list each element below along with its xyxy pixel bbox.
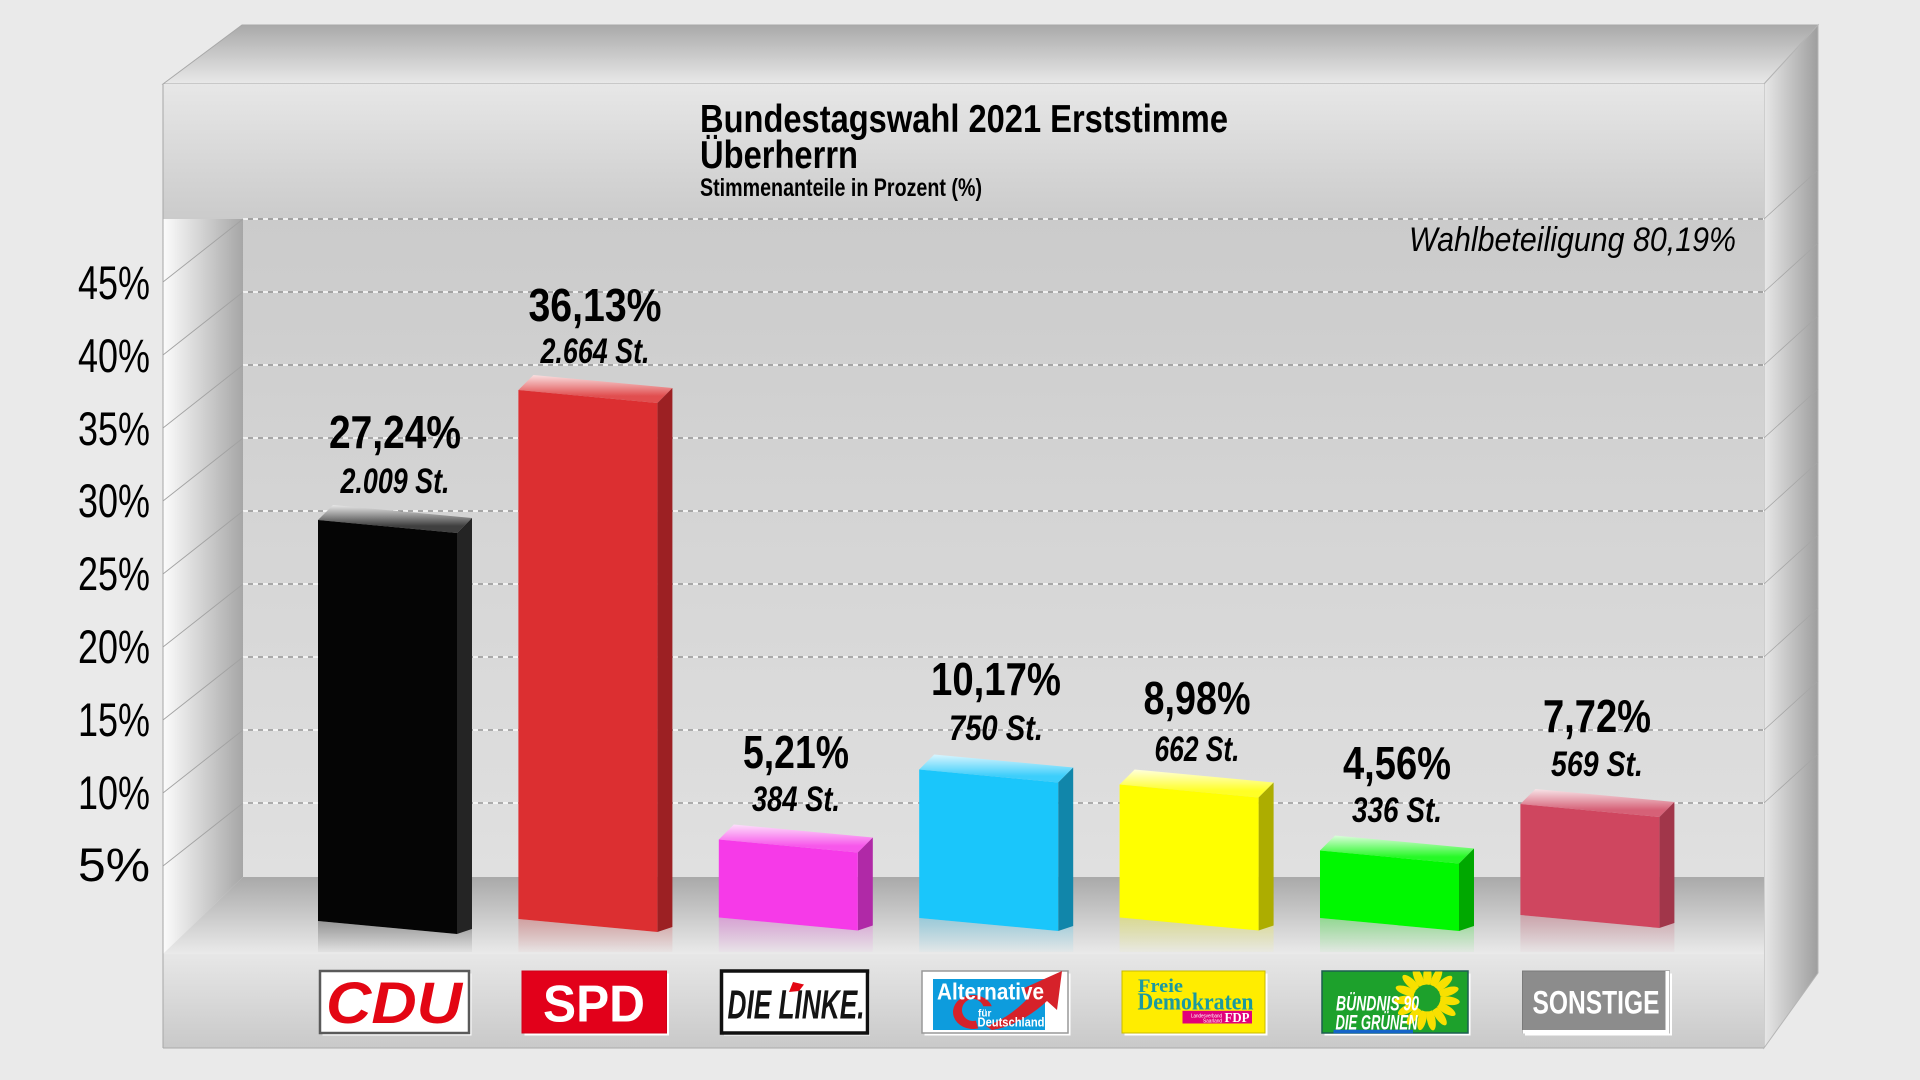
svg-text:2.664 St.: 2.664 St. xyxy=(540,332,650,371)
svg-text:Landesverband: Landesverband xyxy=(1191,1014,1222,1020)
svg-text:10,17%: 10,17% xyxy=(931,653,1061,705)
svg-text:Überherrn: Überherrn xyxy=(700,134,858,177)
svg-text:Freie: Freie xyxy=(1138,976,1183,997)
svg-text:BÜNDNIS 90: BÜNDNIS 90 xyxy=(1336,991,1419,1016)
svg-text:15%: 15% xyxy=(78,693,150,746)
svg-text:Alternative: Alternative xyxy=(937,979,1044,1005)
svg-text:Saarland: Saarland xyxy=(1203,1019,1222,1025)
svg-text:27,24%: 27,24% xyxy=(329,406,461,458)
svg-text:384 St.: 384 St. xyxy=(752,780,840,819)
svg-text:569 St.: 569 St. xyxy=(1551,745,1643,784)
svg-text:8,98%: 8,98% xyxy=(1144,672,1251,724)
svg-text:CDU: CDU xyxy=(326,971,464,1036)
svg-text:SPD: SPD xyxy=(543,975,645,1033)
svg-text:Stimmenanteile in Prozent (%): Stimmenanteile in Prozent (%) xyxy=(700,174,982,202)
svg-text:20%: 20% xyxy=(78,620,150,673)
svg-text:2.009 St.: 2.009 St. xyxy=(340,462,450,501)
svg-text:Wahlbeteiligung 80,19%: Wahlbeteiligung 80,19% xyxy=(1409,221,1736,259)
svg-text:4,56%: 4,56% xyxy=(1343,737,1451,789)
svg-text:FDP: FDP xyxy=(1225,1010,1250,1025)
svg-text:5%: 5% xyxy=(78,838,150,891)
svg-text:7,72%: 7,72% xyxy=(1543,690,1651,742)
svg-text:5,21%: 5,21% xyxy=(743,726,849,778)
svg-text:SONSTIGE: SONSTIGE xyxy=(1533,985,1660,1021)
svg-text:25%: 25% xyxy=(78,547,150,600)
svg-text:für: für xyxy=(978,1009,991,1020)
svg-text:10%: 10% xyxy=(78,766,150,819)
svg-text:35%: 35% xyxy=(78,402,150,455)
svg-text:40%: 40% xyxy=(78,329,150,382)
svg-text:336 St.: 336 St. xyxy=(1352,791,1442,830)
svg-text:Deutschland: Deutschland xyxy=(978,1016,1045,1030)
svg-text:36,13%: 36,13% xyxy=(529,279,662,331)
svg-text:Bundestagswahl 2021 Erststimme: Bundestagswahl 2021 Erststimme xyxy=(700,98,1228,141)
svg-text:662 St.: 662 St. xyxy=(1155,730,1240,769)
svg-text:750 St.: 750 St. xyxy=(949,709,1043,748)
svg-text:30%: 30% xyxy=(78,474,150,527)
svg-text:45%: 45% xyxy=(78,256,150,309)
